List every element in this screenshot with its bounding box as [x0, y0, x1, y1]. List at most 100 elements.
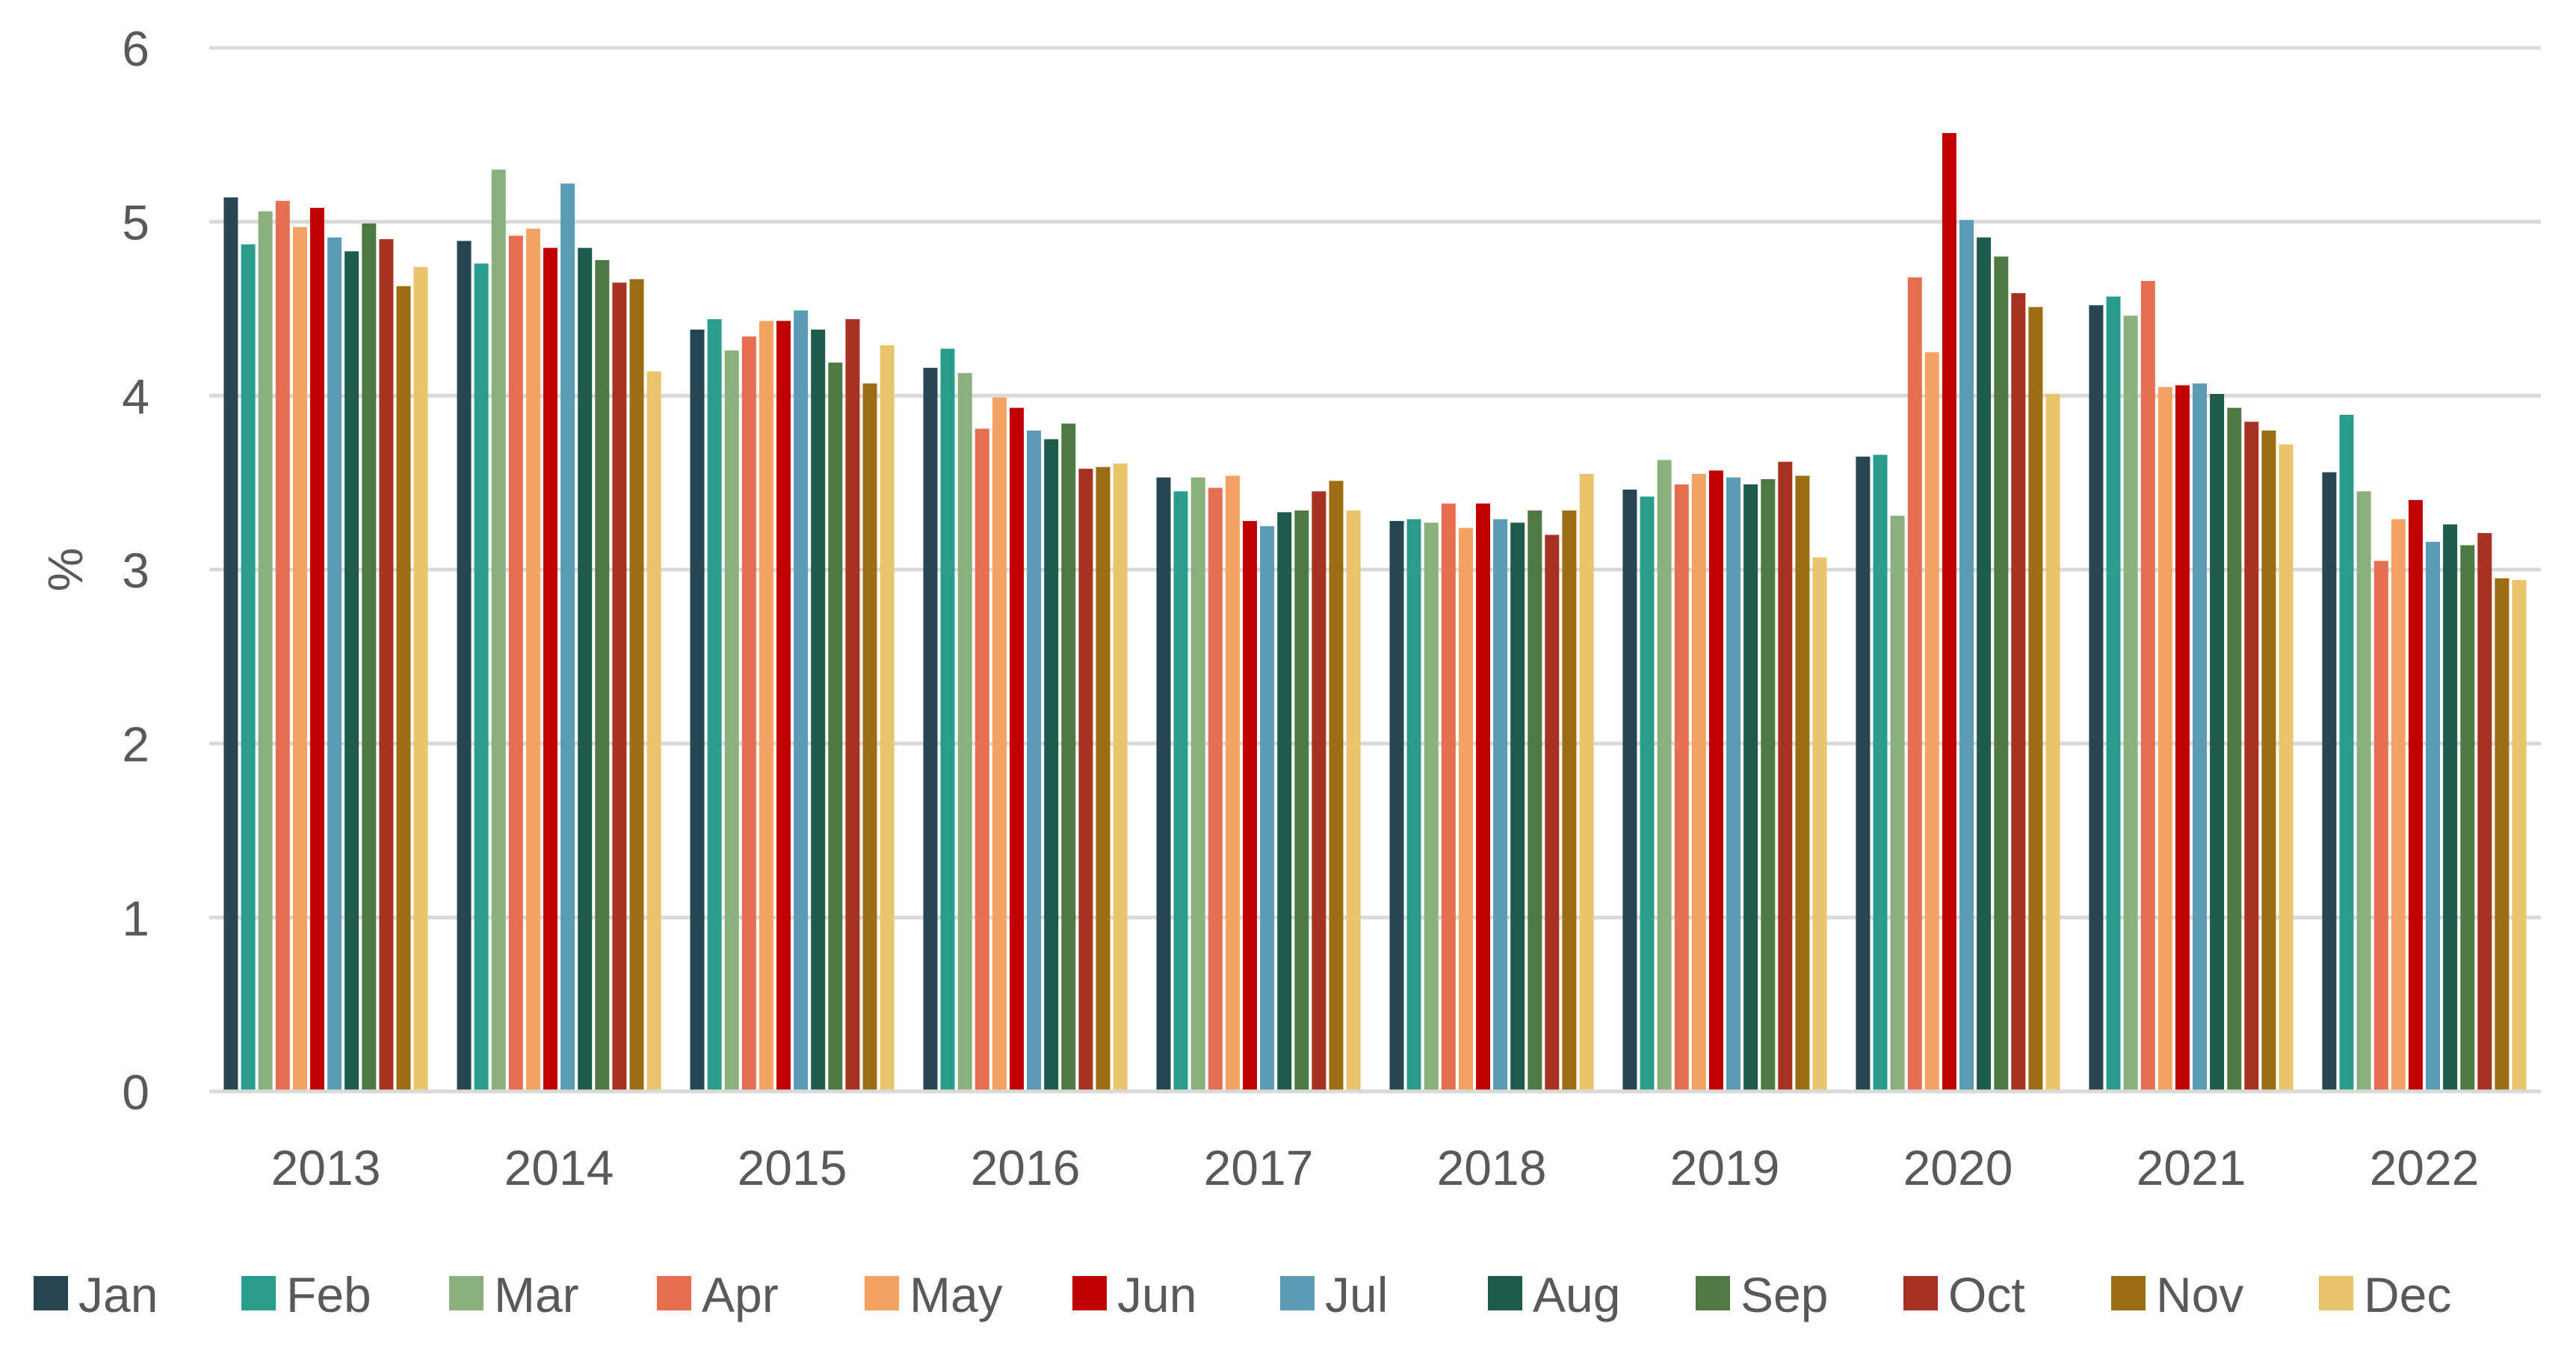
bar-oct-2021 — [2244, 422, 2259, 1091]
bar-aug-2016 — [1044, 439, 1059, 1091]
bar-dec-2014 — [646, 371, 661, 1091]
bar-aug-2022 — [2443, 524, 2458, 1091]
bar-jun-2018 — [1476, 503, 1490, 1091]
bar-aug-2021 — [2210, 394, 2225, 1091]
legend-item-mar: Mar — [449, 1267, 579, 1322]
bar-mar-2019 — [1657, 460, 1672, 1091]
bar-dec-2018 — [1579, 474, 1594, 1091]
y-tick-label: 4 — [122, 369, 149, 424]
legend-swatch — [2111, 1276, 2146, 1310]
bar-nov-2019 — [1795, 475, 1810, 1091]
bar-oct-2016 — [1078, 469, 1093, 1091]
bar-may-2013 — [292, 226, 307, 1092]
bar-aug-2020 — [1977, 237, 1992, 1092]
y-axis-ticks: 0 1 2 3 4 5 6 — [122, 21, 149, 1120]
bar-feb-2019 — [1640, 496, 1655, 1091]
bar-apr-2016 — [975, 428, 989, 1091]
bar-dec-2019 — [1812, 557, 1827, 1091]
y-tick-label: 2 — [122, 717, 149, 772]
y-tick-label: 0 — [122, 1064, 149, 1120]
legend-label: Jul — [1325, 1267, 1388, 1322]
bar-jul-2022 — [2426, 541, 2440, 1091]
bar-mar-2021 — [2123, 315, 2138, 1091]
bar-aug-2013 — [345, 251, 359, 1092]
bar-dec-2016 — [1113, 463, 1128, 1091]
legend-item-jul: Jul — [1280, 1267, 1388, 1322]
bar-nov-2021 — [2261, 430, 2276, 1091]
bar-may-2015 — [759, 321, 773, 1091]
bar-jan-2021 — [2089, 305, 2104, 1091]
bar-oct-2013 — [379, 238, 394, 1091]
legend-item-may: May — [865, 1267, 1003, 1322]
bar-jul-2019 — [1726, 477, 1741, 1091]
bar-may-2022 — [2391, 519, 2406, 1091]
bar-jul-2018 — [1493, 519, 1508, 1091]
bar-sep-2017 — [1294, 510, 1309, 1091]
bar-nov-2017 — [1329, 481, 1344, 1091]
legend-item-jan: Jan — [34, 1267, 158, 1322]
bar-jan-2022 — [2322, 472, 2337, 1091]
bar-apr-2019 — [1674, 484, 1689, 1091]
bar-jul-2016 — [1027, 430, 1042, 1091]
bar-feb-2013 — [241, 244, 256, 1091]
y-tick-label: 3 — [122, 543, 149, 598]
bar-aug-2015 — [811, 329, 826, 1091]
bar-jan-2016 — [923, 368, 938, 1092]
bar-feb-2021 — [2106, 296, 2121, 1092]
legend-swatch — [2319, 1276, 2353, 1310]
bar-dec-2022 — [2512, 580, 2527, 1091]
legend-label: Feb — [286, 1267, 371, 1322]
legend-label: Mar — [494, 1267, 579, 1322]
legend-item-oct: Oct — [1903, 1267, 2025, 1322]
bar-mar-2015 — [724, 350, 739, 1091]
y-tick-label: 1 — [122, 890, 149, 946]
legend-swatch — [34, 1276, 68, 1310]
bar-dec-2015 — [880, 345, 895, 1091]
bar-jun-2022 — [2408, 499, 2423, 1091]
legend-item-sep: Sep — [1696, 1267, 1828, 1322]
x-tick-label: 2017 — [1204, 1140, 1314, 1195]
bar-sep-2016 — [1061, 423, 1076, 1091]
bar-apr-2020 — [1907, 277, 1922, 1092]
legend-item-feb: Feb — [241, 1267, 371, 1322]
bar-sep-2022 — [2460, 545, 2475, 1091]
bar-nov-2018 — [1562, 510, 1577, 1091]
bar-sep-2018 — [1528, 510, 1542, 1091]
bar-jun-2013 — [309, 208, 324, 1092]
legend-swatch — [1072, 1276, 1107, 1310]
bar-jul-2020 — [1959, 220, 1974, 1091]
bar-jun-2017 — [1243, 520, 1257, 1091]
bars — [223, 133, 2527, 1092]
bar-aug-2014 — [578, 247, 593, 1092]
bar-jul-2021 — [2193, 383, 2207, 1091]
x-tick-label: 2021 — [2137, 1140, 2246, 1195]
bar-may-2018 — [1458, 528, 1473, 1091]
bar-dec-2017 — [1346, 510, 1361, 1091]
bar-nov-2013 — [396, 286, 411, 1091]
bar-apr-2014 — [508, 235, 523, 1091]
legend-item-aug: Aug — [1488, 1267, 1620, 1322]
bar-oct-2022 — [2477, 533, 2492, 1091]
bar-jan-2019 — [1622, 490, 1637, 1091]
bar-sep-2021 — [2227, 407, 2242, 1091]
bar-feb-2017 — [1173, 491, 1188, 1091]
x-axis-ticks: 2013 2014 2015 2016 2017 2018 2019 2020 2021 2022 — [271, 1140, 2480, 1195]
x-tick-label: 2019 — [1670, 1140, 1780, 1195]
bar-oct-2018 — [1545, 534, 1560, 1091]
bar-nov-2014 — [629, 279, 644, 1091]
bar-jul-2017 — [1260, 526, 1275, 1091]
bar-feb-2016 — [940, 348, 955, 1091]
bar-jul-2015 — [794, 310, 809, 1091]
bar-apr-2013 — [275, 200, 290, 1092]
bar-apr-2021 — [2140, 280, 2155, 1091]
bar-jun-2021 — [2175, 385, 2190, 1091]
bar-may-2017 — [1225, 475, 1240, 1091]
bar-oct-2020 — [2011, 293, 2026, 1092]
legend-swatch — [865, 1276, 899, 1310]
x-tick-label: 2022 — [2370, 1140, 2480, 1195]
bar-may-2019 — [1691, 474, 1706, 1091]
bar-dec-2013 — [413, 267, 428, 1092]
bar-nov-2015 — [862, 383, 877, 1091]
bar-oct-2019 — [1778, 461, 1793, 1091]
